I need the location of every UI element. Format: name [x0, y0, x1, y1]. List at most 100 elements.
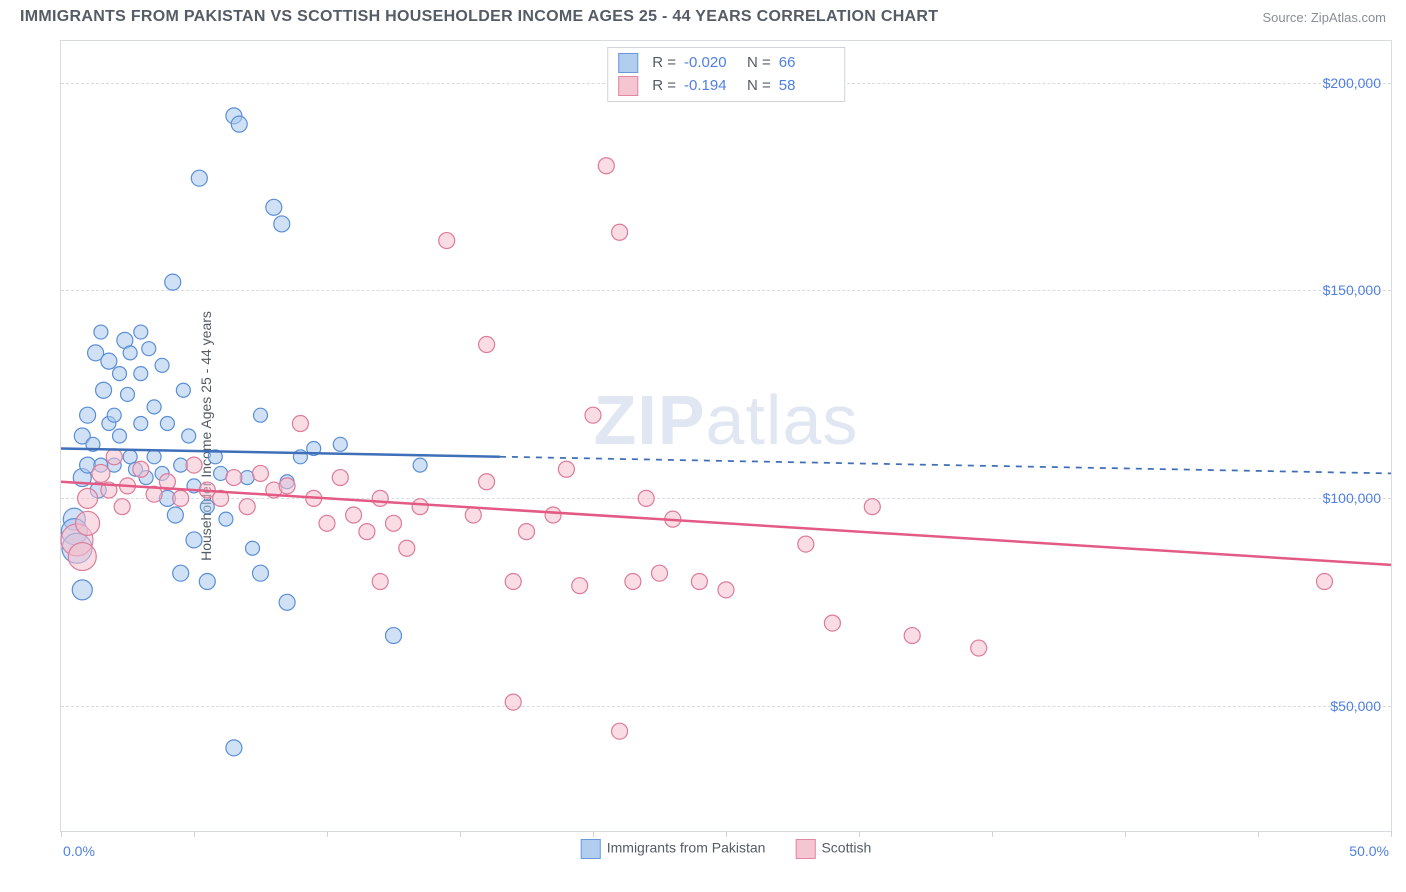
- data-point: [319, 515, 335, 531]
- data-point: [191, 170, 207, 186]
- legend-item-a: Immigrants from Pakistan: [581, 839, 766, 859]
- data-point: [72, 580, 92, 600]
- legend-row-a: R = -0.020 N = 66: [618, 52, 834, 75]
- data-point: [186, 532, 202, 548]
- data-point: [113, 367, 127, 381]
- scatter-plot: [61, 41, 1391, 831]
- data-point: [107, 408, 121, 422]
- x-tick: [593, 831, 594, 837]
- data-point: [638, 490, 654, 506]
- data-point: [68, 543, 96, 571]
- data-point: [625, 574, 641, 590]
- data-point: [346, 507, 362, 523]
- data-point: [479, 474, 495, 490]
- data-point: [386, 515, 402, 531]
- data-point: [134, 367, 148, 381]
- correlation-legend: R = -0.020 N = 66 R = -0.194 N = 58: [607, 47, 845, 102]
- data-point: [505, 694, 521, 710]
- data-point: [572, 578, 588, 594]
- series-legend: Immigrants from Pakistan Scottish: [581, 839, 872, 859]
- data-point: [113, 429, 127, 443]
- data-point: [226, 470, 242, 486]
- data-point: [333, 437, 347, 451]
- data-point: [200, 500, 214, 514]
- data-point: [545, 507, 561, 523]
- data-point: [519, 524, 535, 540]
- chart-title: IMMIGRANTS FROM PAKISTAN VS SCOTTISH HOU…: [20, 8, 938, 26]
- data-point: [439, 233, 455, 249]
- legend-item-b: Scottish: [795, 839, 871, 859]
- data-point: [274, 216, 290, 232]
- data-point: [612, 224, 628, 240]
- data-point: [123, 346, 137, 360]
- data-point: [904, 628, 920, 644]
- data-point: [253, 565, 269, 581]
- data-point: [254, 408, 268, 422]
- data-point: [239, 499, 255, 515]
- x-tick: [726, 831, 727, 837]
- x-axis-min-label: 0.0%: [63, 843, 95, 859]
- data-point: [359, 524, 375, 540]
- data-point: [279, 594, 295, 610]
- data-point: [372, 490, 388, 506]
- data-point: [96, 382, 112, 398]
- data-point: [824, 615, 840, 631]
- data-point: [92, 464, 110, 482]
- x-tick: [859, 831, 860, 837]
- chart-source: Source: ZipAtlas.com: [1262, 10, 1386, 25]
- data-point: [479, 337, 495, 353]
- data-point: [219, 512, 233, 526]
- data-point: [246, 541, 260, 555]
- data-point: [94, 325, 108, 339]
- data-point: [106, 449, 122, 465]
- data-point: [505, 574, 521, 590]
- data-point: [798, 536, 814, 552]
- data-point: [133, 461, 149, 477]
- data-point: [253, 465, 269, 481]
- data-point: [598, 158, 614, 174]
- data-point: [142, 342, 156, 356]
- data-point: [279, 478, 295, 494]
- data-point: [612, 723, 628, 739]
- data-point: [160, 417, 174, 431]
- data-point: [173, 565, 189, 581]
- data-point: [226, 740, 242, 756]
- data-point: [155, 358, 169, 372]
- data-point: [292, 416, 308, 432]
- data-point: [76, 511, 100, 535]
- x-tick: [1258, 831, 1259, 837]
- data-point: [165, 274, 181, 290]
- x-axis-max-label: 50.0%: [1349, 843, 1389, 859]
- data-point: [78, 488, 98, 508]
- data-point: [718, 582, 734, 598]
- x-tick: [61, 831, 62, 837]
- data-point: [167, 507, 183, 523]
- x-tick: [194, 831, 195, 837]
- data-point: [399, 540, 415, 556]
- data-point: [691, 574, 707, 590]
- data-point: [1317, 574, 1333, 590]
- data-point: [652, 565, 668, 581]
- data-point: [80, 407, 96, 423]
- data-point: [412, 499, 428, 515]
- data-point: [558, 461, 574, 477]
- x-tick: [992, 831, 993, 837]
- data-point: [186, 457, 202, 473]
- data-point: [199, 574, 215, 590]
- data-point: [332, 470, 348, 486]
- data-point: [413, 458, 427, 472]
- data-point: [465, 507, 481, 523]
- data-point: [864, 499, 880, 515]
- data-point: [173, 490, 189, 506]
- data-point: [147, 450, 161, 464]
- data-point: [176, 383, 190, 397]
- data-point: [134, 417, 148, 431]
- data-point: [114, 499, 130, 515]
- data-point: [231, 116, 247, 132]
- data-point: [386, 628, 402, 644]
- x-tick: [1391, 831, 1392, 837]
- x-tick: [460, 831, 461, 837]
- data-point: [147, 400, 161, 414]
- data-point: [134, 325, 148, 339]
- data-point: [971, 640, 987, 656]
